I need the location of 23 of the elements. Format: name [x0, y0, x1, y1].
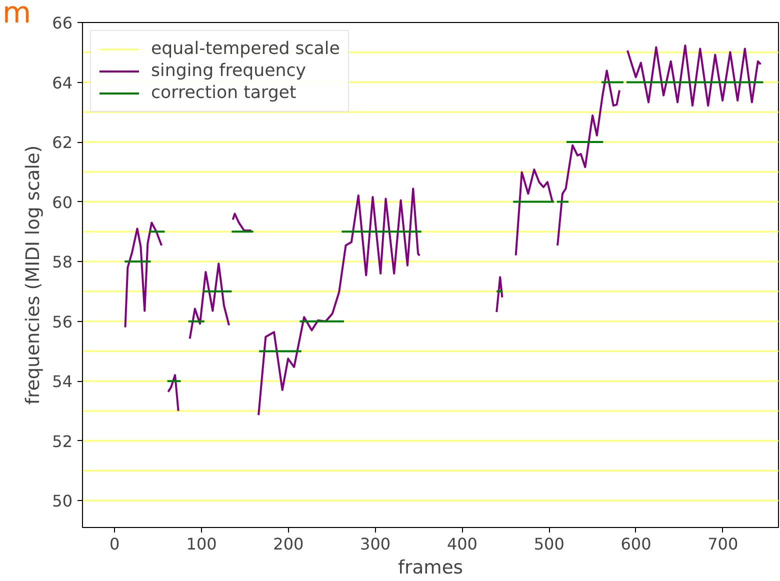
- x-tick-label: 300: [360, 534, 391, 554]
- legend-label: correction target: [151, 83, 296, 103]
- legend-label: equal-tempered scale: [151, 39, 340, 59]
- text: m: [2, 0, 32, 30]
- x-tick-label: 200: [273, 534, 304, 554]
- y-tick-label: 50: [52, 492, 72, 511]
- y-axis-title: frequencies (MIDI log scale): [23, 145, 44, 405]
- legend-label: singing frequency: [151, 61, 306, 81]
- y-tick-label: 64: [52, 73, 72, 92]
- x-axis-title: frames: [398, 558, 464, 578]
- y-tick-label: 62: [52, 133, 72, 152]
- x-tick-label: 700: [708, 534, 738, 554]
- x-tick-label: 500: [534, 534, 564, 554]
- x-tick-label: 400: [446, 534, 478, 554]
- y-tick-label: 52: [52, 432, 72, 451]
- y-tick-label: 54: [52, 372, 72, 392]
- y-tick-label: 66: [52, 14, 72, 32]
- y-tick-label: 56: [52, 312, 72, 332]
- y-tick-label: 60: [52, 192, 72, 212]
- y-tick-label: 58: [52, 252, 72, 272]
- x-tick-label: 100: [186, 534, 217, 554]
- x-tick-label: 600: [620, 534, 652, 554]
- x-tick-label: 0: [110, 534, 120, 554]
